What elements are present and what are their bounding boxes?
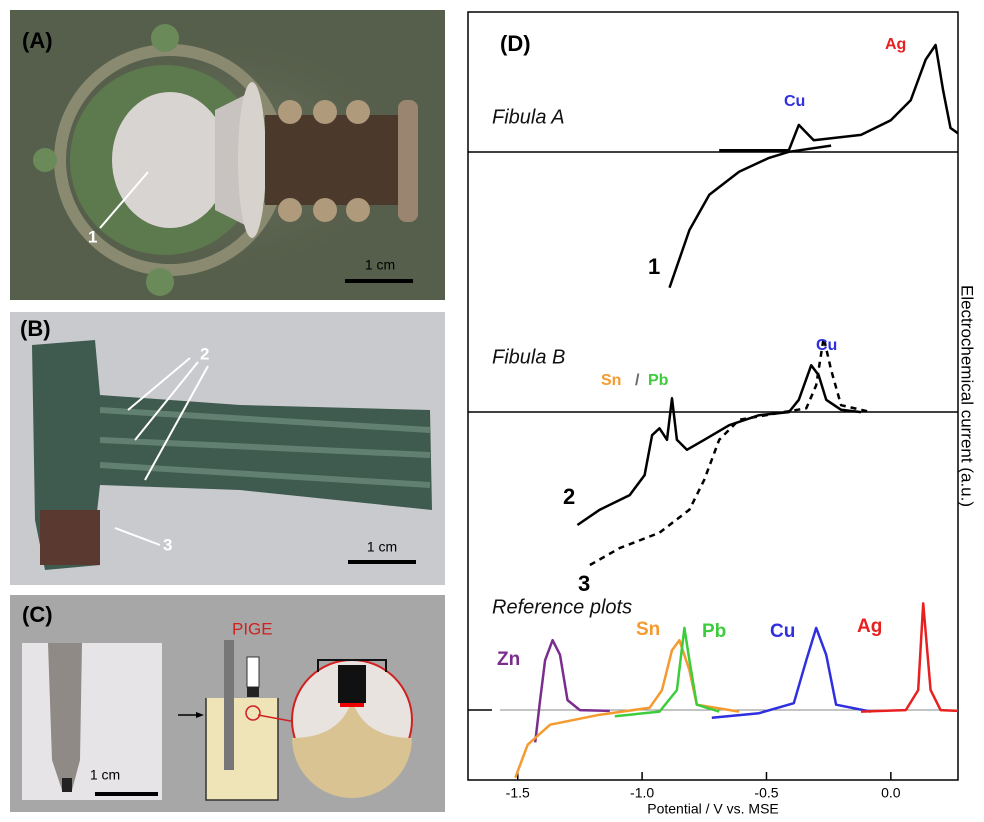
series-label: 3 <box>578 571 590 596</box>
series-label: Sn <box>636 619 660 640</box>
annotation: 2 <box>200 344 209 363</box>
annotation: Pb <box>648 372 669 389</box>
x-tick-label: -1.0 <box>630 785 654 801</box>
x-tick-label: -0.5 <box>754 785 778 801</box>
panel-label: (D) <box>500 31 531 56</box>
y-axis-label: Electrochemical current (a.u.) <box>958 285 977 507</box>
series-label: Ag <box>857 616 882 637</box>
curve <box>719 45 958 150</box>
pige-label: PIGE <box>232 619 273 638</box>
curve <box>577 365 861 525</box>
scale-label: 1 cm <box>367 539 397 555</box>
annotation: 3 <box>163 535 172 554</box>
annotation: / <box>635 372 640 389</box>
annotation: Sn <box>601 372 621 389</box>
x-axis-label: Potential / V vs. MSE <box>647 801 779 817</box>
panel-label: (C) <box>22 602 53 627</box>
annotation: Cu <box>816 337 837 354</box>
series-label: Pb <box>702 621 726 642</box>
photo-c <box>10 595 445 812</box>
scale-label: 1 cm <box>365 257 395 273</box>
annotation: Fibula B <box>492 346 565 368</box>
annotation: Reference plots <box>492 596 632 618</box>
series-label: Cu <box>770 621 795 642</box>
annotation: Fibula A <box>492 106 565 128</box>
figure: (A) 1 1 cm (B) 2 3 1 cm (C) 1 <box>0 0 984 822</box>
panel-label: (A) <box>22 28 53 53</box>
annotation: Ag <box>885 36 906 53</box>
annotation: 1 <box>88 227 97 246</box>
page: {"panels": { "A": {"label": "(A)", "anno… <box>0 0 984 822</box>
scale-label: 1 cm <box>90 767 120 783</box>
curve <box>515 640 739 778</box>
curve <box>670 146 832 288</box>
series-label: 1 <box>648 254 660 279</box>
series-label: Zn <box>497 649 520 670</box>
curve <box>590 338 871 565</box>
x-tick-label: 0.0 <box>881 785 901 801</box>
panel-label: (B) <box>20 316 51 341</box>
annotation: Cu <box>784 93 805 110</box>
x-tick-label: -1.5 <box>506 785 530 801</box>
series-label: 2 <box>563 484 575 509</box>
